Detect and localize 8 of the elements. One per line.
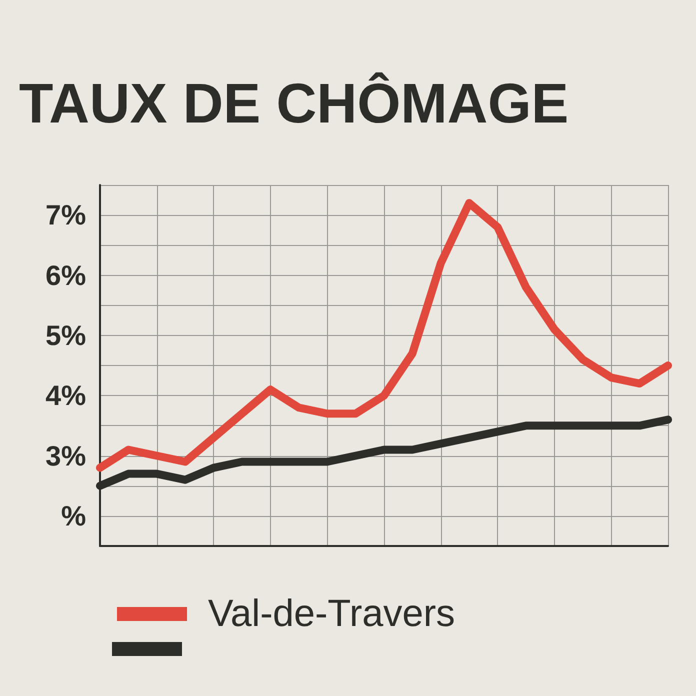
y-tick-label: % xyxy=(61,500,86,532)
legend-label: Val-de-Travers xyxy=(208,593,456,635)
y-tick-label: 5% xyxy=(46,320,86,351)
y-tick-label: 7% xyxy=(46,200,86,231)
y-tick-label: 3% xyxy=(46,440,86,472)
y-tick-label: 4% xyxy=(46,380,86,412)
chart-title: TAUX DE CHÔMAGE xyxy=(19,72,569,134)
y-tick-label: 6% xyxy=(46,260,86,291)
